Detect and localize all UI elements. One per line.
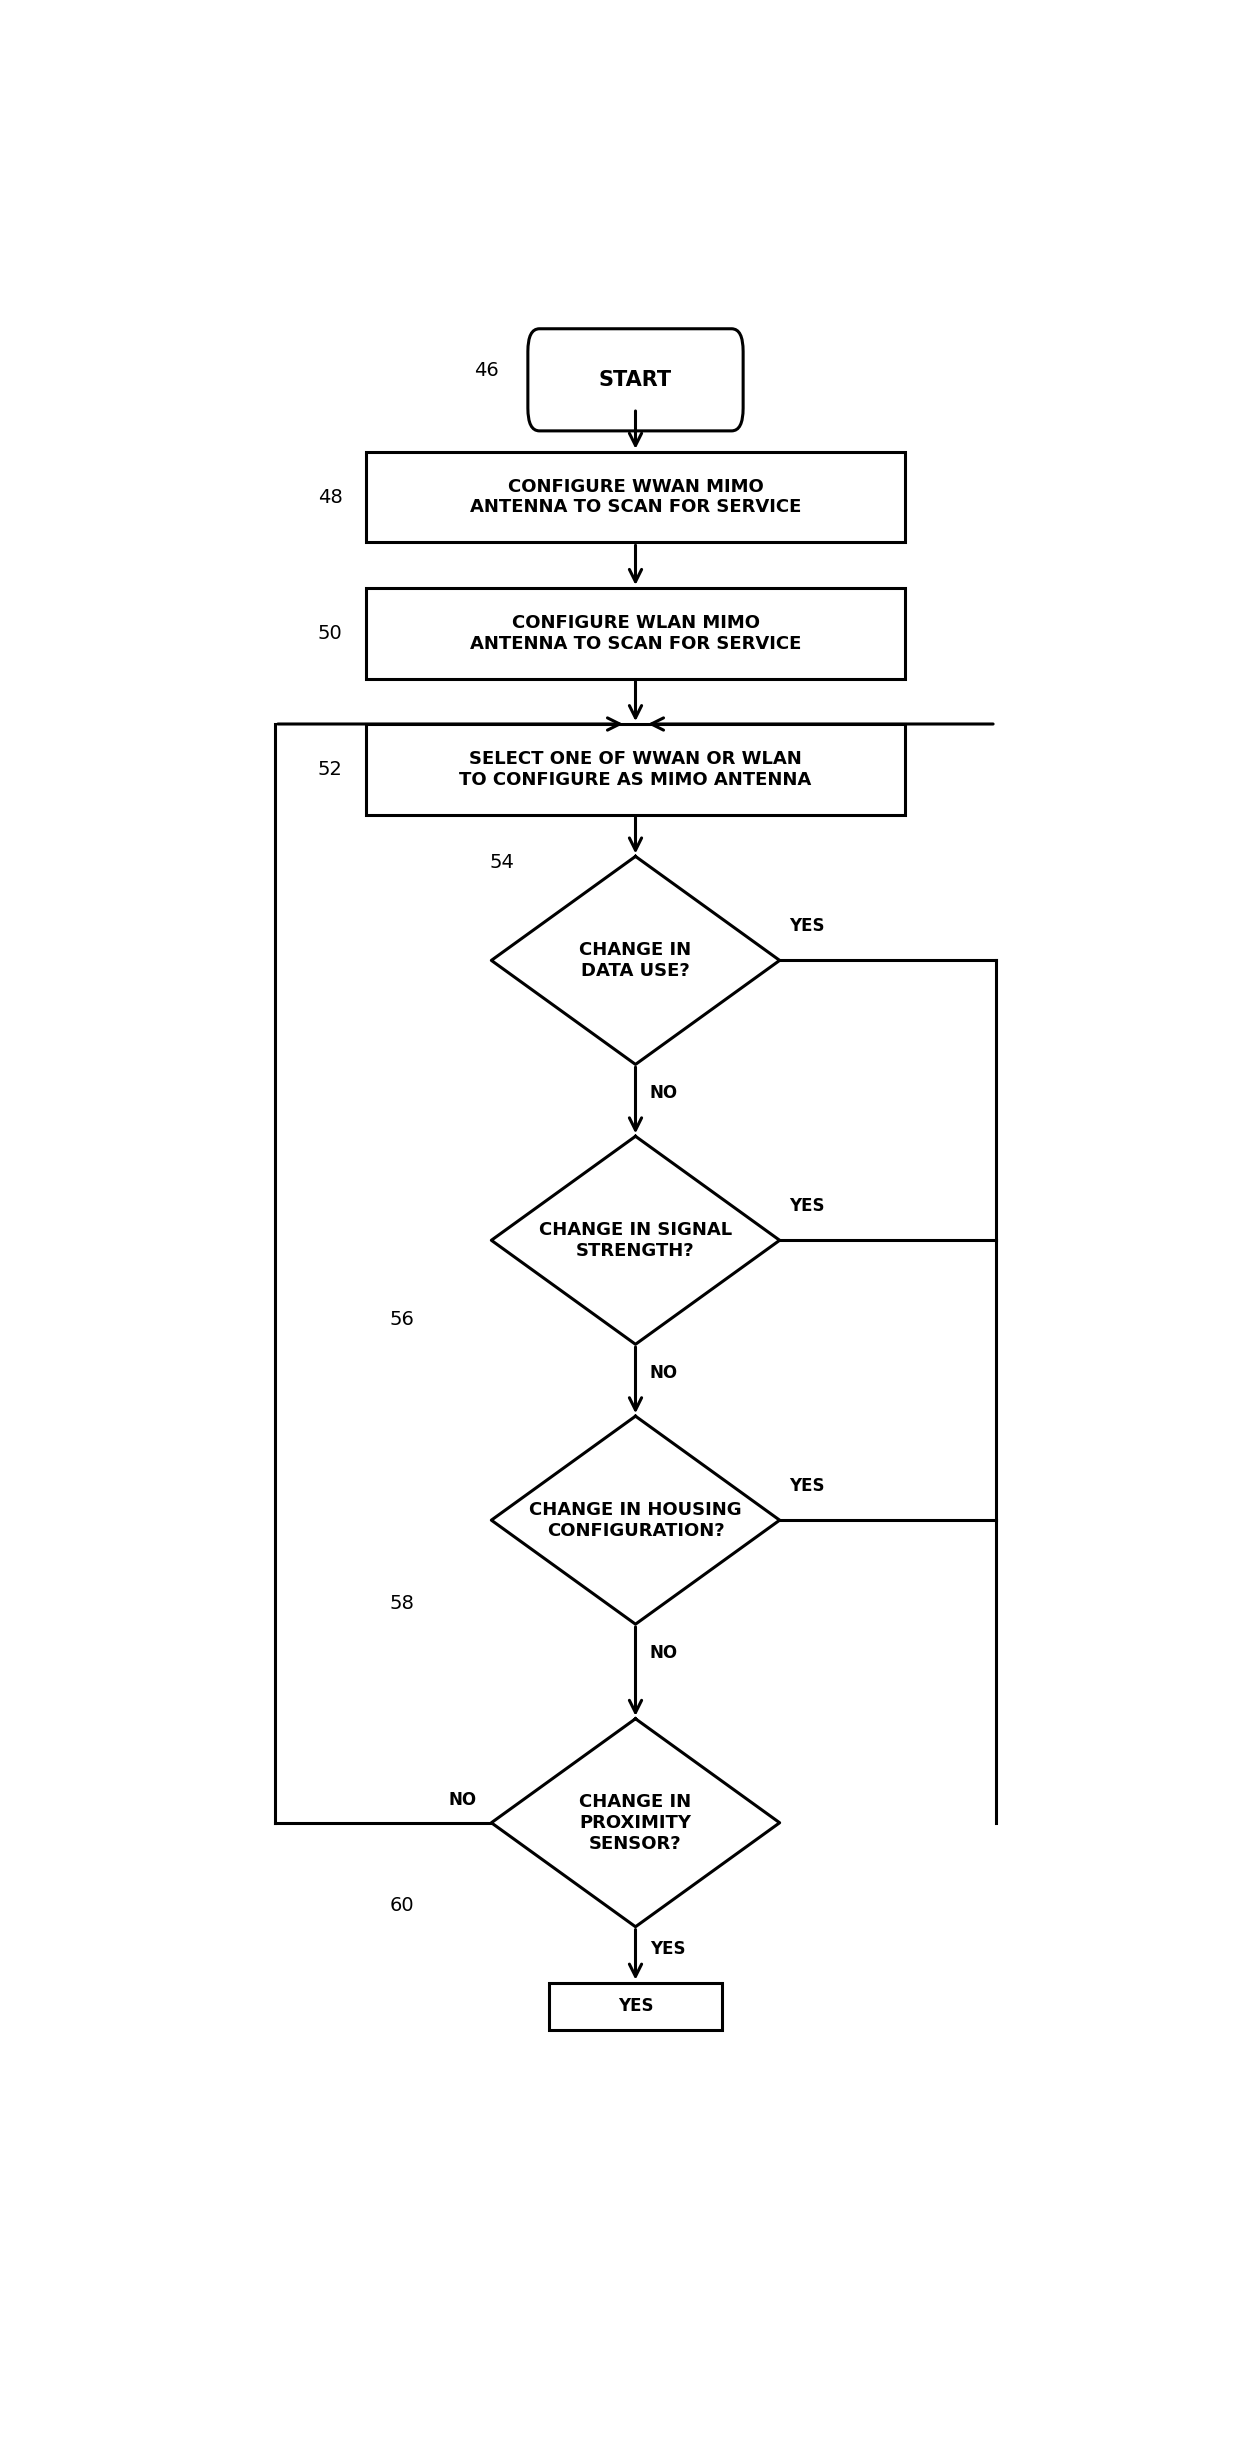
Text: NO: NO	[650, 1363, 678, 1383]
Text: CHANGE IN
PROXIMITY
SENSOR?: CHANGE IN PROXIMITY SENSOR?	[579, 1793, 692, 1852]
Text: 54: 54	[490, 852, 515, 872]
Bar	[367, 452, 905, 543]
Text: YES: YES	[789, 1476, 825, 1496]
Text: 48: 48	[317, 489, 342, 506]
Text: NO: NO	[650, 1643, 678, 1663]
Bar	[367, 725, 905, 815]
Text: 56: 56	[389, 1309, 414, 1329]
Text: 58: 58	[389, 1594, 414, 1614]
Text: CHANGE IN HOUSING
CONFIGURATION?: CHANGE IN HOUSING CONFIGURATION?	[529, 1501, 742, 1540]
Bar	[367, 587, 905, 678]
Text: 46: 46	[474, 361, 498, 381]
Text: CONFIGURE WLAN MIMO
ANTENNA TO SCAN FOR SERVICE: CONFIGURE WLAN MIMO ANTENNA TO SCAN FOR …	[470, 614, 801, 653]
Text: SELECT ONE OF WWAN OR WLAN
TO CONFIGURE AS MIMO ANTENNA: SELECT ONE OF WWAN OR WLAN TO CONFIGURE …	[459, 749, 812, 788]
Text: YES: YES	[650, 1940, 686, 1957]
Text: YES: YES	[618, 1997, 653, 2016]
Text: 50: 50	[317, 624, 342, 643]
Text: YES: YES	[789, 1196, 825, 1216]
Text: 52: 52	[317, 759, 342, 779]
Text: NO: NO	[650, 1083, 678, 1103]
Text: 60: 60	[389, 1896, 414, 1916]
Text: START: START	[599, 371, 672, 391]
Bar	[549, 1982, 722, 2029]
Polygon shape	[491, 1137, 780, 1343]
Text: CONFIGURE WWAN MIMO
ANTENNA TO SCAN FOR SERVICE: CONFIGURE WWAN MIMO ANTENNA TO SCAN FOR …	[470, 476, 801, 516]
Text: CHANGE IN
DATA USE?: CHANGE IN DATA USE?	[579, 941, 692, 980]
Text: CHANGE IN SIGNAL
STRENGTH?: CHANGE IN SIGNAL STRENGTH?	[539, 1221, 732, 1260]
Polygon shape	[491, 1719, 780, 1928]
Text: NO: NO	[449, 1790, 477, 1810]
Polygon shape	[491, 1417, 780, 1623]
Text: YES: YES	[789, 919, 825, 936]
Polygon shape	[491, 857, 780, 1063]
FancyBboxPatch shape	[528, 329, 743, 430]
